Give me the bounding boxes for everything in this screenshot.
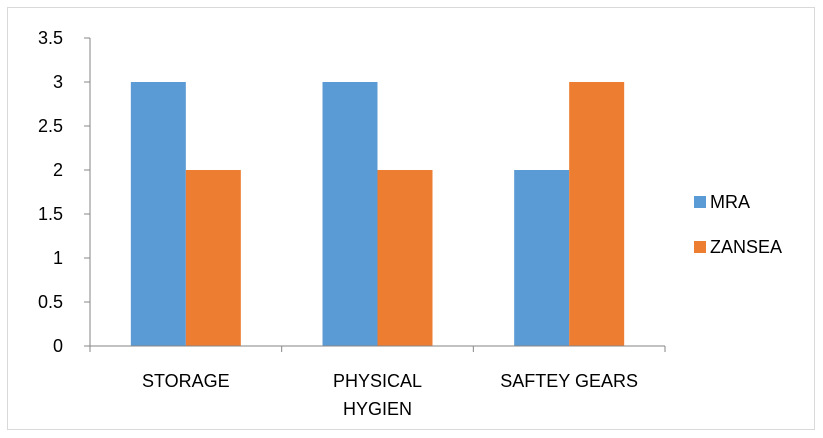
bar-zansea-1 [377, 170, 433, 346]
bar-zansea-0 [185, 170, 241, 346]
bar-zansea-2 [569, 82, 625, 346]
bar-mra-1 [322, 82, 378, 346]
y-tick-label: 3 [53, 72, 63, 92]
y-tick-label: 1.5 [38, 204, 63, 224]
x-category-label: STORAGE [142, 371, 230, 391]
y-tick-label: 1 [53, 248, 63, 268]
legend-swatch-zansea [694, 241, 706, 253]
x-category-label: PHYSICAL [333, 371, 422, 391]
y-tick-label: 3.5 [38, 28, 63, 48]
x-category-label: SAFTEY GEARS [500, 371, 638, 391]
y-tick-label: 0 [53, 336, 63, 356]
legend-label-mra: MRA [710, 192, 750, 212]
bars-layer [130, 82, 625, 346]
bar-mra-2 [514, 170, 570, 346]
y-tick-label: 0.5 [38, 292, 63, 312]
bar-mra-0 [130, 82, 186, 346]
x-category-labels: STORAGE PHYSICAL HYGIEN SAFTEY GEARS [142, 371, 638, 419]
y-tick-labels: 0 0.5 1 1.5 2 2.5 3 3.5 [38, 28, 63, 356]
legend-swatch-mra [694, 196, 706, 208]
y-tick-label: 2 [53, 160, 63, 180]
y-tick-label: 2.5 [38, 116, 63, 136]
legend-label-zansea: ZANSEA [710, 237, 782, 257]
axes-layer [84, 37, 666, 352]
legend: MRA ZANSEA [694, 192, 782, 257]
x-category-label: HYGIEN [343, 399, 412, 419]
